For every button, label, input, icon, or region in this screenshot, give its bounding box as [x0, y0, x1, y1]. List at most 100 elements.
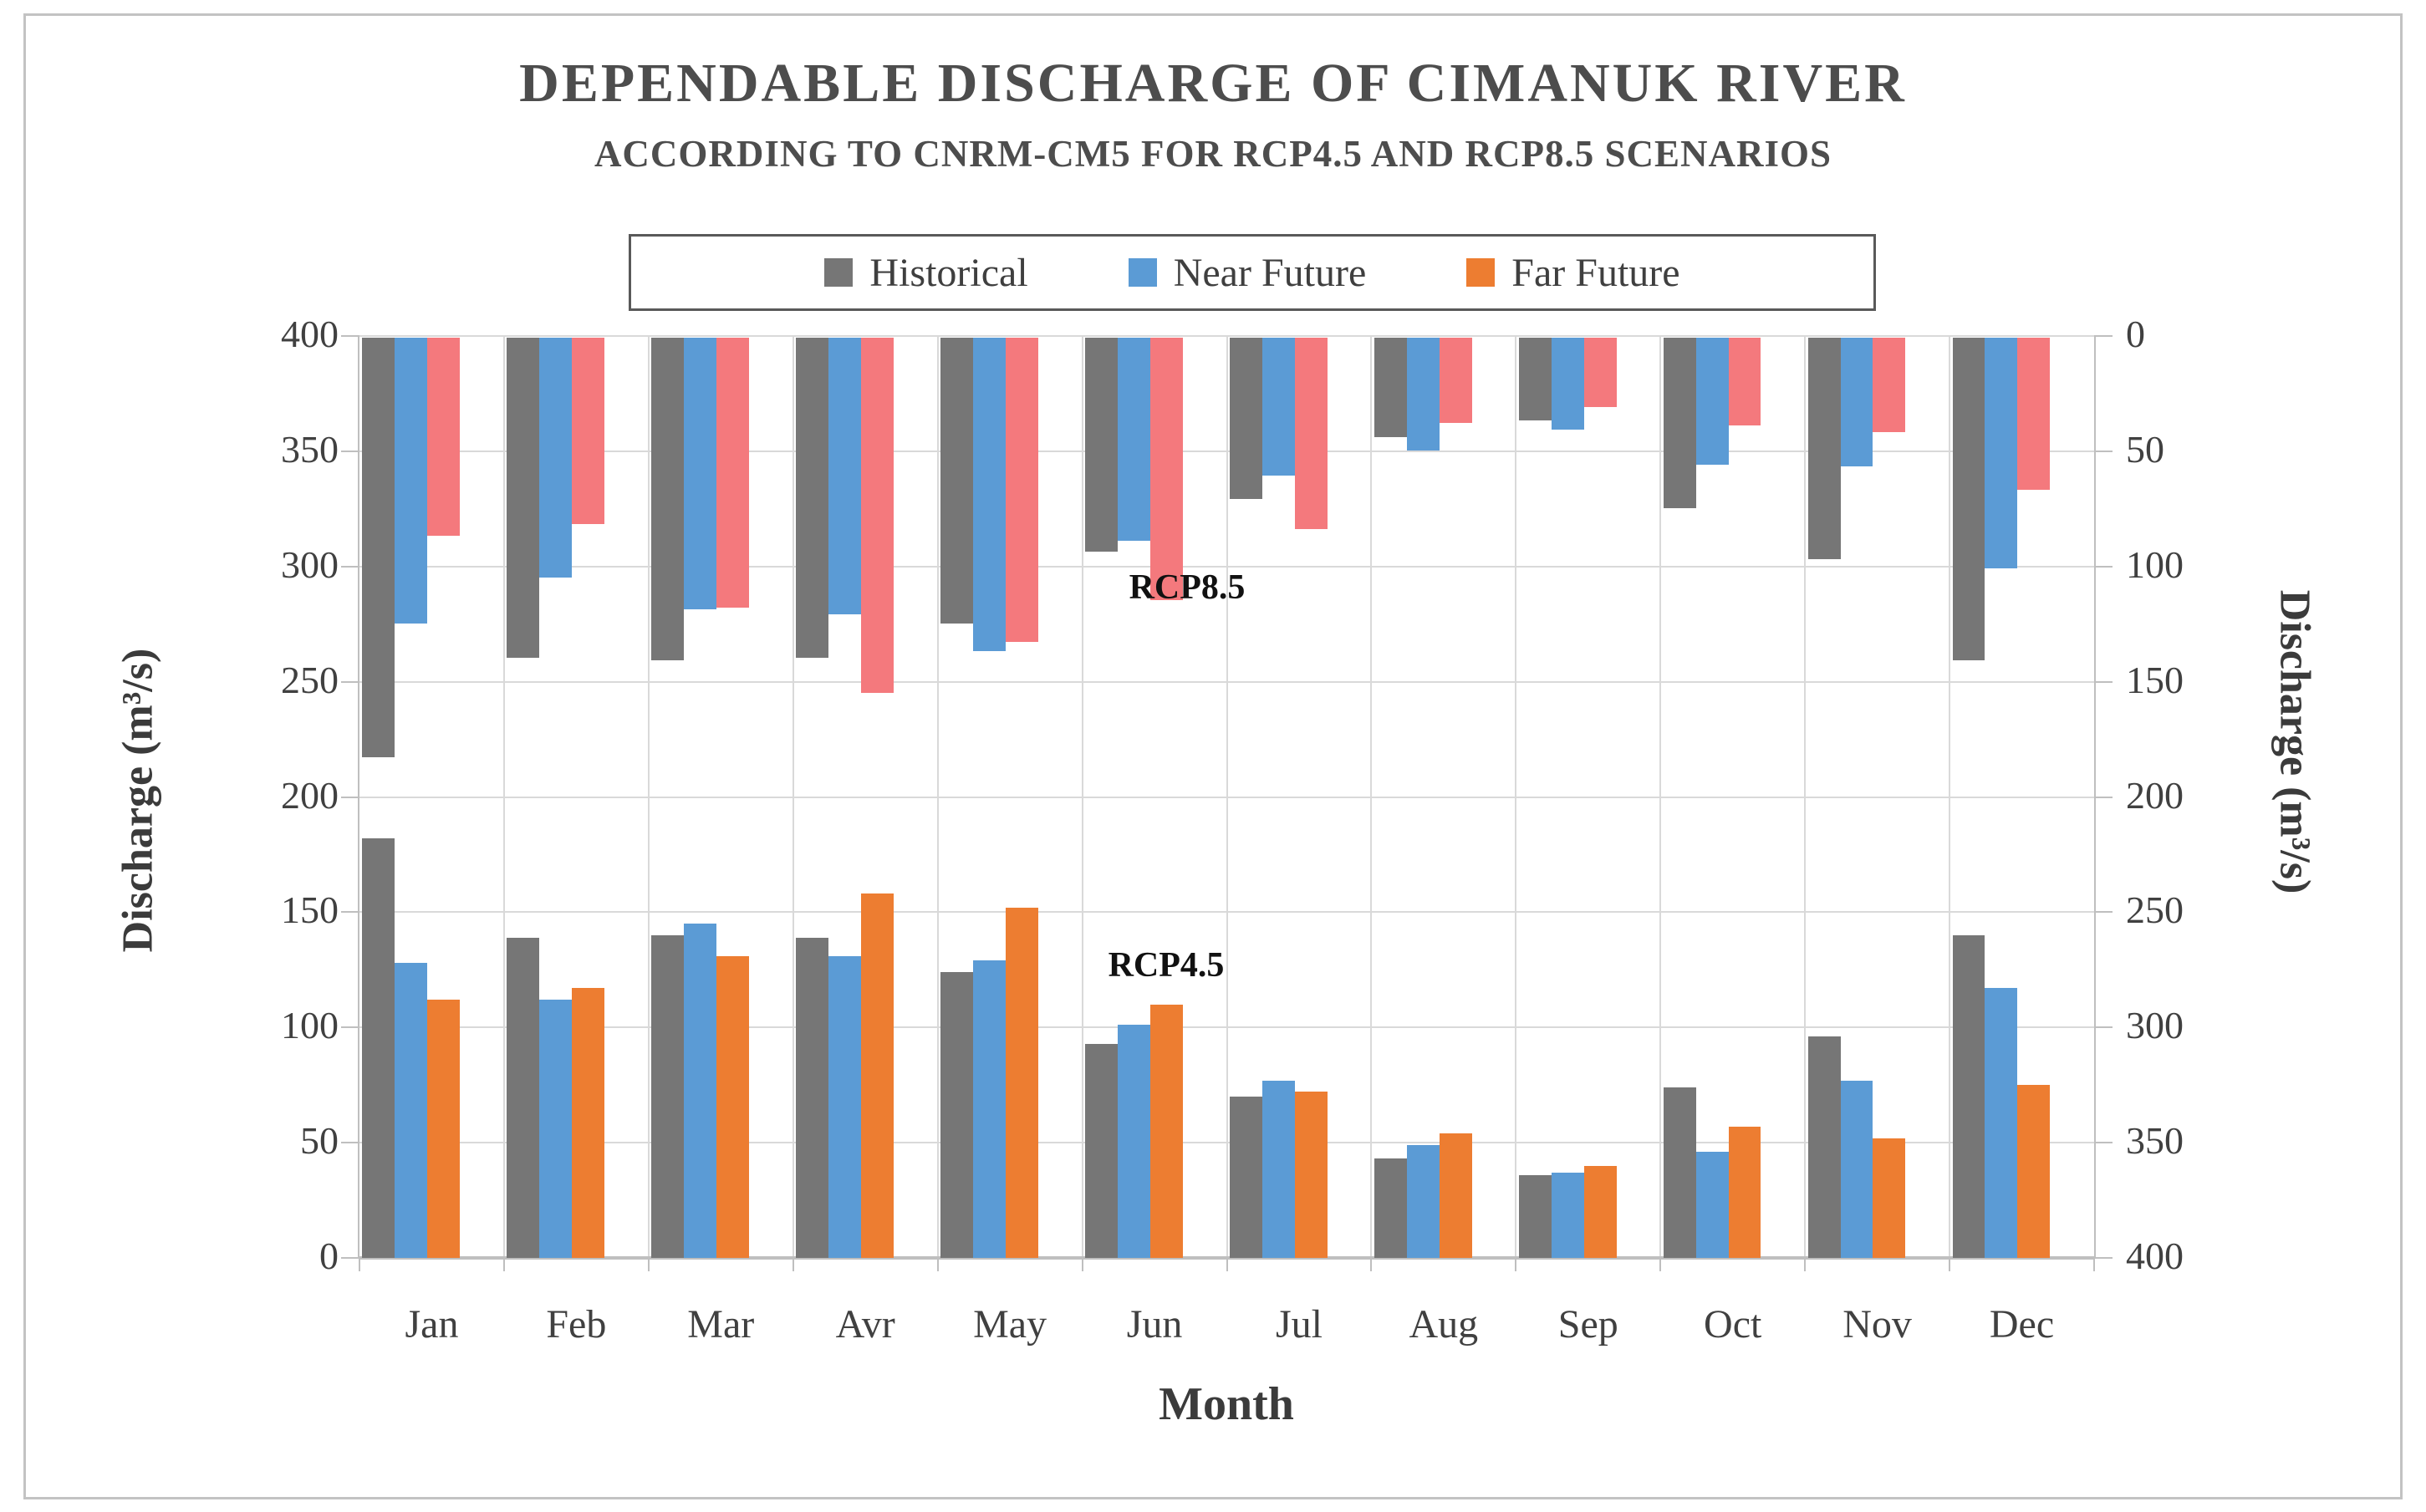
- x-axis-tick: [1804, 1258, 1807, 1271]
- annotation-rcp45: RCP4.5: [1108, 946, 1225, 985]
- right-y-tick-label: 250: [2126, 888, 2184, 932]
- v-gridline: [1659, 336, 1662, 1258]
- left-y-tick-label: 300: [281, 542, 339, 586]
- x-axis-tick: [359, 1258, 360, 1271]
- bar-rcp45-near-future-feb: [539, 1000, 573, 1258]
- bar-rcp85-far-future-jun: [1149, 338, 1183, 601]
- bar-rcp45-near-future-jan: [395, 963, 428, 1258]
- bar-rcp45-near-future-dec: [1985, 988, 2018, 1258]
- bar-rcp45-far-future-jul: [1294, 1092, 1328, 1258]
- bar-rcp85-historical-nov: [1807, 338, 1841, 559]
- x-tick-label: Feb: [546, 1302, 607, 1347]
- right-axis-tick: [2094, 565, 2113, 568]
- legend-label: Far Future: [1511, 250, 1680, 295]
- right-axis-line: [2094, 336, 2096, 1258]
- bar-rcp85-historical-mar: [651, 338, 685, 661]
- bar-rcp45-near-future-aug: [1406, 1144, 1440, 1258]
- right-axis-tick: [2094, 680, 2113, 683]
- right-y-tick-label: 350: [2126, 1119, 2184, 1163]
- bar-rcp45-historical-sep: [1518, 1174, 1552, 1258]
- left-axis-tick: [341, 1257, 359, 1259]
- right-y-axis-title: Discharge (m³/s): [2271, 589, 2319, 894]
- right-axis-tick: [2094, 335, 2113, 337]
- x-tick-label: Sep: [1557, 1302, 1618, 1347]
- left-y-tick-label: 200: [281, 773, 339, 817]
- right-axis-tick: [2094, 911, 2113, 914]
- bar-rcp85-far-future-nov: [1873, 338, 1906, 433]
- bar-rcp85-near-future-nov: [1840, 338, 1873, 467]
- bar-rcp85-far-future-feb: [572, 338, 605, 525]
- x-tick-label: Jan: [405, 1302, 459, 1347]
- v-gridline: [647, 336, 650, 1258]
- bar-rcp45-far-future-avr: [861, 893, 894, 1258]
- x-tick-label: Mar: [687, 1302, 755, 1347]
- bar-rcp45-far-future-may: [1005, 907, 1038, 1258]
- bar-rcp85-near-future-jul: [1261, 338, 1295, 476]
- x-tick-label: May: [973, 1302, 1047, 1347]
- left-y-tick-label: 350: [281, 427, 339, 471]
- bar-rcp85-near-future-oct: [1695, 338, 1729, 465]
- bar-rcp85-far-future-dec: [2017, 338, 2051, 490]
- bar-rcp45-near-future-may: [973, 960, 1006, 1258]
- bar-rcp45-far-future-oct: [1728, 1126, 1761, 1258]
- bar-rcp85-historical-jun: [1085, 338, 1118, 552]
- legend-swatch-icon: [824, 258, 854, 287]
- right-axis-tick: [2094, 450, 2113, 452]
- legend: Historical Near Future Far Future: [629, 234, 1876, 311]
- legend-swatch-icon: [1128, 258, 1157, 287]
- bar-rcp45-far-future-aug: [1439, 1133, 1472, 1258]
- bar-rcp85-historical-oct: [1663, 338, 1696, 509]
- left-y-tick-label: 400: [281, 313, 339, 355]
- left-axis-tick: [341, 1026, 359, 1029]
- v-gridline: [502, 336, 505, 1258]
- bar-rcp45-historical-jun: [1085, 1043, 1118, 1258]
- left-axis-tick: [341, 1142, 359, 1144]
- right-y-tick-label: 400: [2126, 1235, 2184, 1277]
- x-tick-label: Aug: [1409, 1302, 1479, 1347]
- bar-rcp85-near-future-dec: [1985, 338, 2018, 568]
- x-axis-tick: [936, 1258, 939, 1271]
- v-gridline: [1370, 336, 1373, 1258]
- bar-rcp45-far-future-jun: [1149, 1004, 1183, 1258]
- legend-entry-near-future: Near Future: [1128, 250, 1366, 296]
- bar-rcp45-historical-avr: [796, 937, 829, 1258]
- bar-rcp85-near-future-aug: [1406, 338, 1440, 451]
- bar-rcp45-near-future-jun: [1117, 1025, 1150, 1258]
- right-y-tick-label: 100: [2126, 542, 2184, 586]
- right-y-tick-label: 200: [2126, 773, 2184, 817]
- bar-rcp45-near-future-avr: [828, 955, 862, 1258]
- bar-rcp85-historical-aug: [1374, 338, 1407, 437]
- bar-rcp85-near-future-sep: [1551, 338, 1584, 430]
- left-axis-tick: [341, 335, 359, 337]
- bar-rcp45-historical-dec: [1952, 934, 1985, 1258]
- bar-rcp85-historical-feb: [507, 338, 540, 659]
- bar-rcp45-historical-mar: [651, 934, 685, 1258]
- legend-entry-far-future: Far Future: [1466, 250, 1680, 296]
- bar-rcp45-far-future-jan: [427, 1000, 461, 1258]
- bar-rcp85-historical-avr: [796, 338, 829, 659]
- right-axis-tick: [2094, 1257, 2113, 1259]
- bar-rcp45-near-future-mar: [684, 924, 717, 1258]
- chart-title: DEPENDABLE DISCHARGE OF CIMANUK RIVER: [519, 53, 1907, 114]
- bar-rcp85-historical-jul: [1229, 338, 1262, 500]
- left-axis-tick: [341, 680, 359, 683]
- bar-rcp45-far-future-sep: [1583, 1165, 1617, 1258]
- bottom-axis-line: [359, 1256, 2094, 1260]
- x-axis-tick: [502, 1258, 505, 1271]
- bar-rcp85-far-future-sep: [1583, 338, 1617, 407]
- v-gridline: [792, 336, 794, 1258]
- bar-rcp85-historical-jan: [362, 338, 395, 757]
- v-gridline: [1949, 336, 1951, 1258]
- x-tick-label: Nov: [1842, 1302, 1912, 1347]
- x-tick-label: Avr: [835, 1302, 895, 1347]
- bar-rcp85-historical-sep: [1518, 338, 1552, 421]
- bar-rcp45-near-future-oct: [1695, 1152, 1729, 1258]
- bar-rcp85-near-future-may: [973, 338, 1006, 652]
- x-tick-label: Oct: [1704, 1302, 1762, 1347]
- bar-rcp45-far-future-feb: [572, 988, 605, 1258]
- left-axis-line: [358, 336, 359, 1258]
- bar-rcp85-near-future-jan: [395, 338, 428, 624]
- x-axis-tick: [1949, 1258, 1951, 1271]
- bar-rcp85-far-future-avr: [861, 338, 894, 693]
- left-y-axis-title: Discharge (m³/s): [114, 648, 162, 953]
